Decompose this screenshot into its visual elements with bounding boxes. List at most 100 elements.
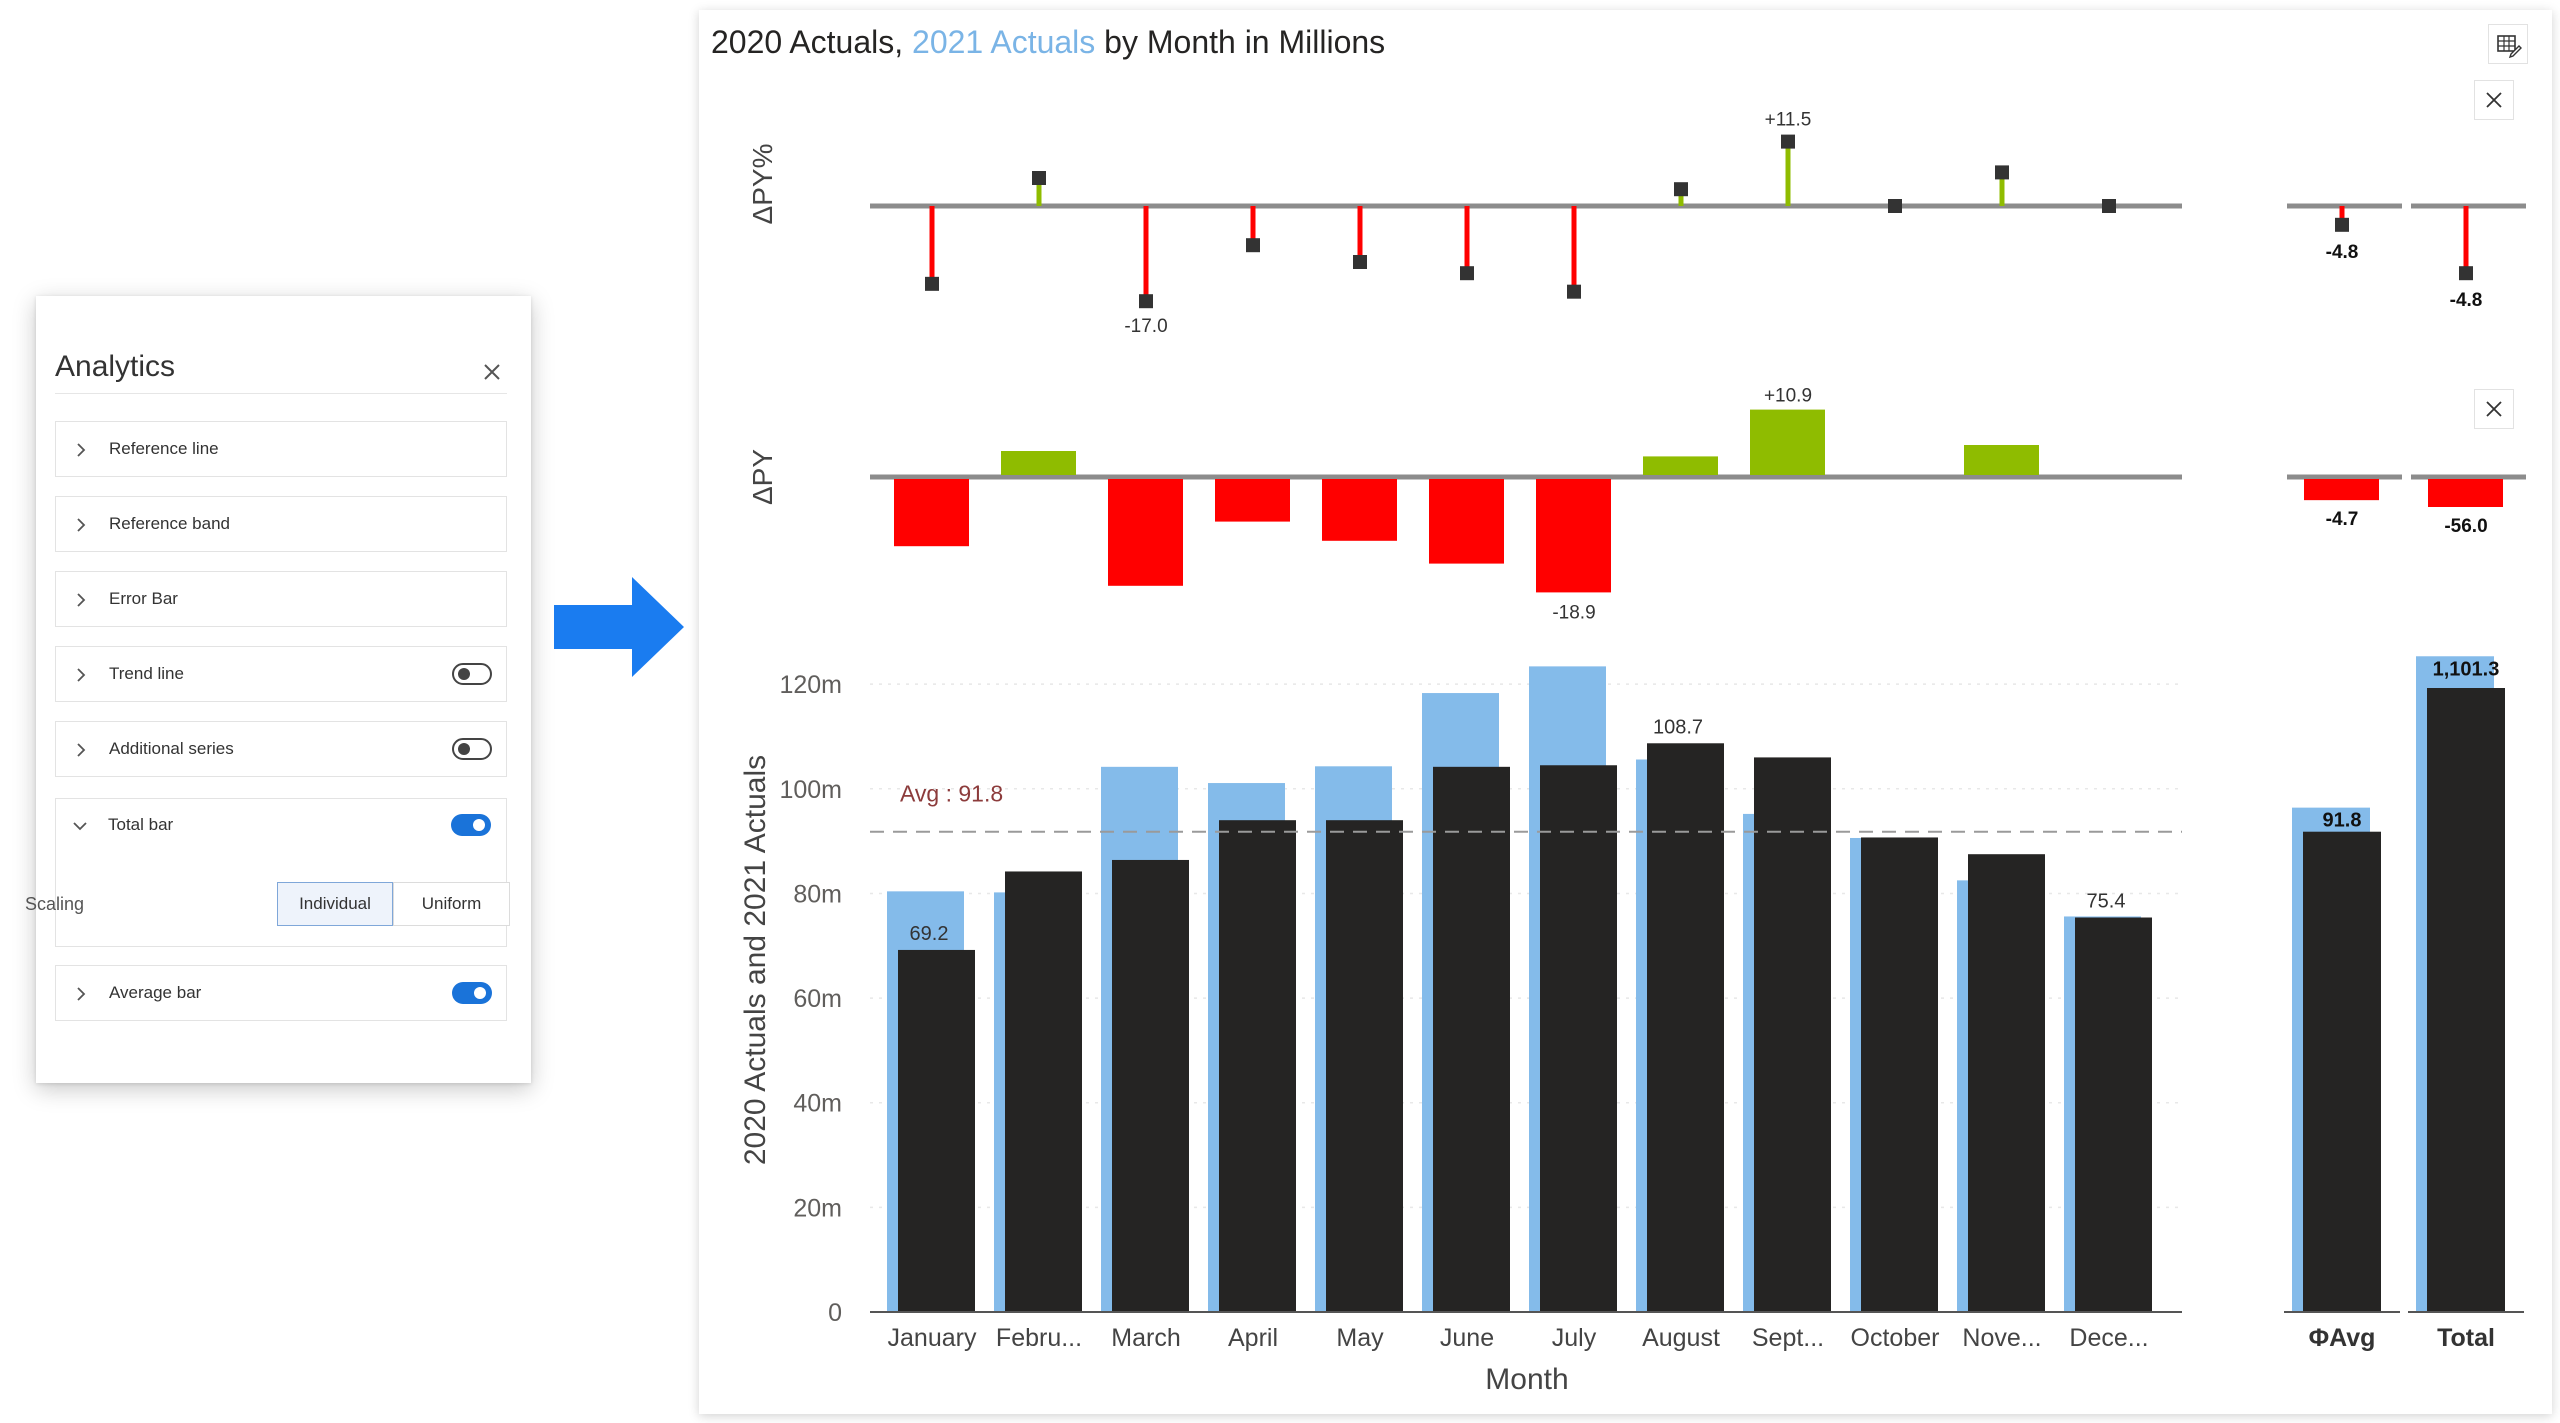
x-tick-label: April [1228, 1324, 1278, 1352]
arrow-right-icon [554, 577, 684, 677]
delta-py-bar [1643, 456, 1718, 475]
close-variance-pct-button[interactable] [2474, 80, 2514, 120]
delta-py-label: +10.9 [1764, 386, 1812, 407]
bar-2020-actuals [1433, 766, 1510, 1312]
bar-2020-actuals-avg [2303, 831, 2381, 1312]
delta-py-pct-marker [1032, 171, 1046, 185]
analytics-item-label: Average bar [109, 983, 202, 1002]
additional-series-toggle[interactable] [452, 738, 492, 760]
y-axis-title: 2020 Actuals and 2021 Actuals [739, 755, 772, 1165]
delta-py-bar [1108, 479, 1183, 586]
bar-2020-actuals [1754, 757, 1831, 1312]
delta-py-bar [1536, 479, 1611, 593]
delta-py-pct-marker [1460, 266, 1474, 281]
scaling-individual-button[interactable]: Individual [277, 882, 393, 926]
analytics-item-label: Reference band [109, 514, 230, 533]
chevron-right-icon [77, 518, 86, 532]
bar-2020-actuals [898, 949, 975, 1312]
analytics-item-total-bar[interactable]: Total bar [55, 798, 507, 854]
x-tick-label: March [1111, 1324, 1180, 1352]
delta-py-pct-label: +11.5 [1765, 110, 1812, 131]
divider [55, 393, 507, 394]
scaling-uniform-button[interactable]: Uniform [393, 882, 510, 926]
delta-py-pct-marker [1139, 294, 1153, 309]
x-tick-label: Nove... [1962, 1324, 2041, 1352]
delta-py-pct-marker [1353, 255, 1367, 269]
pane-title: Analytics [55, 350, 176, 383]
trend-line-toggle[interactable] [452, 663, 492, 685]
analytics-item-additional-series[interactable]: Additional series [55, 721, 507, 777]
analytics-item-error-bar[interactable]: Error Bar [55, 571, 507, 627]
delta-py-pct-marker [2102, 199, 2116, 213]
delta-py-title: ΔPY [747, 449, 778, 505]
analytics-item-reference-line[interactable]: Reference line [55, 421, 507, 477]
delta-py-bar [1001, 451, 1076, 475]
extra-bar-label: 1,101.3 [2433, 658, 2500, 680]
y-tick-label: 100m [779, 776, 842, 804]
delta-py-pct-label: -17.0 [1124, 316, 1167, 337]
delta-py-pct-marker [1995, 165, 2009, 180]
chevron-right-icon [77, 668, 86, 682]
delta-py-bar [1215, 479, 1290, 522]
delta-py-bar [894, 479, 969, 547]
x-tick-label: October [1851, 1324, 1940, 1352]
analytics-item-average-bar[interactable]: Average bar [55, 965, 507, 1021]
analytics-item-label: Reference line [109, 439, 219, 458]
title-accent: 2021 Actuals [912, 24, 1096, 60]
bar-2020-actuals [1112, 859, 1189, 1312]
delta-py-bar [1322, 479, 1397, 541]
delta-py-pct-extra-label: -4.8 [2326, 242, 2359, 263]
delta-py-pct-marker [1674, 182, 1688, 197]
bar-2020-actuals [1968, 854, 2045, 1312]
y-tick-label: 60m [793, 985, 842, 1013]
data-label: 75.4 [2087, 891, 2126, 913]
data-label: 69.2 [910, 923, 949, 945]
x-tick-label: January [888, 1324, 977, 1352]
total-bar-section [55, 798, 507, 947]
y-tick-label: 40m [793, 1090, 842, 1118]
chart-title: 2020 Actuals, 2021 Actuals by Month in M… [711, 24, 1385, 61]
average-bar-toggle[interactable] [452, 982, 492, 1004]
title-part-1: 2020 Actuals, [711, 24, 913, 60]
total-bar-toggle[interactable] [451, 814, 491, 836]
x-tick-label: Dece... [2069, 1324, 2148, 1352]
title-part-2: by Month in Millions [1095, 24, 1386, 60]
bar-2020-actuals [1326, 820, 1403, 1312]
edit-table-button[interactable] [2488, 24, 2528, 64]
analytics-item-trend-line[interactable]: Trend line [55, 646, 507, 702]
bar-2020-actuals [1647, 743, 1724, 1312]
y-tick-label: 0 [828, 1299, 842, 1327]
x-tick-label: Sept... [1752, 1324, 1824, 1352]
bar-2020-actuals [1219, 820, 1296, 1312]
delta-py-extra-bar [2304, 479, 2379, 501]
delta-py-extra-label: -56.0 [2444, 516, 2487, 537]
analytics-item-label: Additional series [109, 739, 234, 758]
delta-py-bar [1750, 409, 1825, 475]
x-tick-label: August [1642, 1324, 1720, 1352]
scaling-label: Scaling [25, 894, 85, 914]
delta-py-pct-extra-marker [2459, 266, 2473, 281]
delta-py-bar [1429, 479, 1504, 564]
delta-py-pct-title: ΔPY% [747, 144, 778, 225]
close-icon[interactable] [479, 359, 505, 385]
close-icon [2486, 92, 2502, 108]
delta-py-extra-label: -4.7 [2326, 509, 2359, 530]
analytics-item-label: Trend line [109, 664, 184, 683]
chevron-right-icon [77, 593, 86, 607]
analytics-item-reference-band[interactable]: Reference band [55, 496, 507, 552]
analytics-item-label: Total bar [108, 815, 174, 834]
x-tick-label: Febru... [996, 1324, 1082, 1352]
bar-2020-actuals [1861, 837, 1938, 1312]
close-variance-button[interactable] [2474, 389, 2514, 429]
y-tick-label: 80m [793, 880, 842, 908]
delta-py-pct-marker [1888, 199, 1902, 213]
delta-py-pct-marker [1246, 238, 1260, 253]
chevron-right-icon [77, 987, 86, 1001]
chevron-down-icon [73, 822, 87, 831]
bar-2020-actuals [1005, 871, 1082, 1312]
extra-category-label: Total [2437, 1324, 2495, 1352]
chevron-right-icon [77, 743, 86, 757]
analytics-item-label: Error Bar [109, 589, 178, 608]
extra-category-label: ΦAvg [2309, 1324, 2376, 1352]
